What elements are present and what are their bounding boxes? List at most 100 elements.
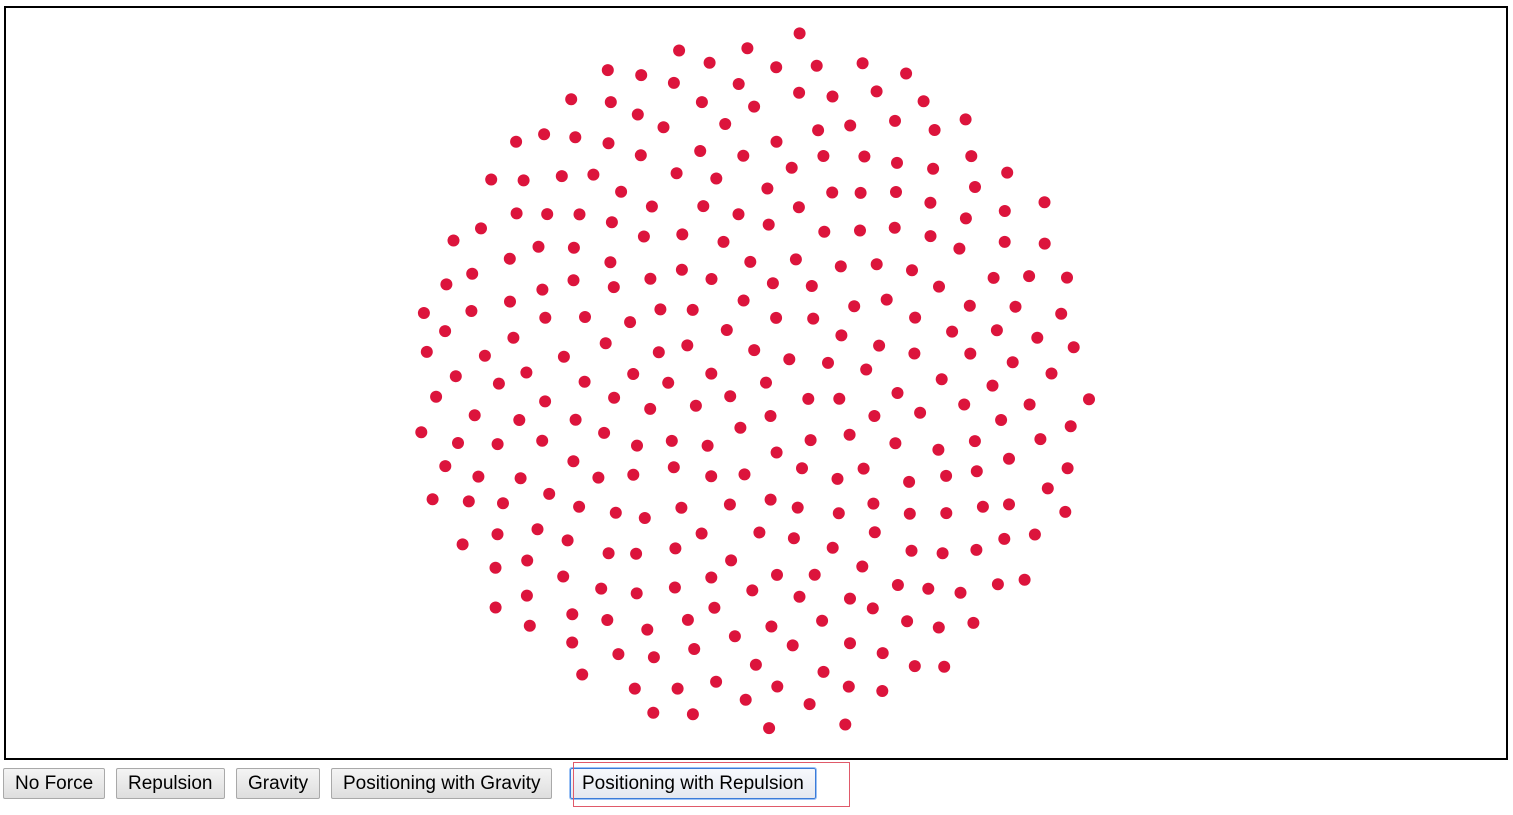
graph-node[interactable] [1006, 356, 1019, 369]
graph-node[interactable] [567, 274, 580, 287]
graph-node[interactable] [964, 347, 977, 360]
graph-node[interactable] [953, 242, 966, 255]
graph-node[interactable] [991, 578, 1004, 591]
graph-node[interactable] [903, 507, 916, 520]
graph-node[interactable] [468, 409, 481, 422]
graph-node[interactable] [631, 439, 643, 452]
graph-node[interactable] [791, 501, 804, 514]
graph-node[interactable] [793, 27, 806, 40]
graph-node[interactable] [439, 325, 452, 338]
graph-node[interactable] [566, 636, 579, 649]
graph-node[interactable] [812, 124, 825, 137]
graph-node[interactable] [723, 498, 736, 511]
graph-node[interactable] [1038, 196, 1051, 209]
graph-node[interactable] [676, 228, 689, 241]
graph-node[interactable] [946, 325, 959, 338]
graph-node[interactable] [705, 571, 718, 584]
graph-node[interactable] [1083, 393, 1095, 406]
graph-node[interactable] [928, 124, 941, 136]
graph-node[interactable] [604, 96, 617, 109]
graph-node[interactable] [857, 462, 870, 475]
graph-node[interactable] [520, 366, 533, 379]
graph-node[interactable] [531, 523, 544, 536]
graph-node[interactable] [764, 493, 777, 506]
graph-node[interactable] [969, 181, 981, 193]
graph-node[interactable] [844, 637, 856, 650]
no-force-button[interactable]: No Force [3, 768, 106, 799]
graph-node[interactable] [786, 639, 799, 652]
graph-node[interactable] [567, 241, 580, 254]
graph-node[interactable] [940, 507, 953, 520]
graph-node[interactable] [681, 339, 694, 352]
graph-node[interactable] [891, 156, 903, 169]
graph-node[interactable] [732, 208, 745, 221]
graph-node[interactable] [561, 534, 574, 547]
graph-node[interactable] [770, 446, 783, 459]
graph-node[interactable] [908, 660, 921, 673]
graph-node[interactable] [710, 172, 723, 185]
graph-node[interactable] [449, 370, 462, 383]
graph-node[interactable] [489, 561, 502, 574]
graph-node[interactable] [760, 376, 772, 389]
graph-node[interactable] [665, 434, 678, 447]
graph-node[interactable] [959, 113, 972, 126]
positioning-with-repulsion-button[interactable]: Positioning with Repulsion [569, 767, 817, 800]
graph-node[interactable] [932, 621, 945, 634]
graph-node[interactable] [689, 399, 702, 412]
graph-node[interactable] [514, 472, 527, 485]
graph-node[interactable] [1031, 331, 1044, 344]
graph-node[interactable] [1041, 482, 1054, 495]
graph-node[interactable] [657, 121, 670, 134]
graph-node[interactable] [466, 267, 479, 280]
graph-node[interactable] [868, 526, 881, 539]
graph-node[interactable] [1001, 166, 1014, 179]
graph-node[interactable] [627, 468, 640, 481]
graph-node[interactable] [771, 680, 784, 693]
graph-node[interactable] [889, 114, 901, 127]
graph-node[interactable] [567, 455, 580, 468]
graph-node[interactable] [637, 230, 650, 243]
graph-node[interactable] [456, 538, 469, 551]
graph-node[interactable] [927, 162, 940, 175]
graph-node[interactable] [492, 377, 505, 390]
graph-node[interactable] [668, 581, 681, 594]
graph-node[interactable] [430, 390, 443, 403]
graph-node[interactable] [1003, 452, 1015, 465]
graph-node[interactable] [746, 584, 759, 597]
graph-node[interactable] [489, 601, 502, 614]
graph-node[interactable] [631, 108, 644, 121]
graph-node[interactable] [605, 216, 618, 229]
graph-node[interactable] [565, 93, 578, 106]
graph-node[interactable] [440, 278, 453, 291]
graph-node[interactable] [517, 174, 530, 187]
graph-node[interactable] [770, 311, 783, 324]
graph-node[interactable] [728, 630, 741, 643]
graph-node[interactable] [826, 541, 839, 554]
graph-node[interactable] [539, 395, 552, 408]
graph-node[interactable] [793, 86, 806, 99]
graph-node[interactable] [688, 643, 701, 655]
graph-node[interactable] [1028, 528, 1041, 541]
graph-node[interactable] [839, 718, 852, 731]
graph-node[interactable] [789, 253, 802, 266]
graph-node[interactable] [439, 460, 452, 473]
graph-node[interactable] [667, 76, 680, 89]
graph-node[interactable] [417, 307, 430, 319]
graph-node[interactable] [783, 353, 796, 366]
graph-node[interactable] [612, 648, 625, 661]
graph-node[interactable] [793, 590, 806, 603]
graph-node[interactable] [1003, 498, 1015, 511]
graph-node[interactable] [924, 196, 937, 209]
graph-node[interactable] [967, 616, 980, 629]
graph-node[interactable] [976, 500, 989, 513]
graph-node[interactable] [557, 350, 570, 363]
graph-node[interactable] [986, 379, 999, 392]
graph-node[interactable] [491, 438, 504, 451]
graph-node[interactable] [856, 57, 869, 70]
gravity-button[interactable]: Gravity [236, 768, 321, 799]
graph-node[interactable] [734, 421, 747, 434]
graph-node[interactable] [478, 349, 491, 362]
graph-node[interactable] [968, 435, 981, 448]
graph-node[interactable] [1059, 505, 1072, 518]
graph-node[interactable] [601, 64, 614, 77]
